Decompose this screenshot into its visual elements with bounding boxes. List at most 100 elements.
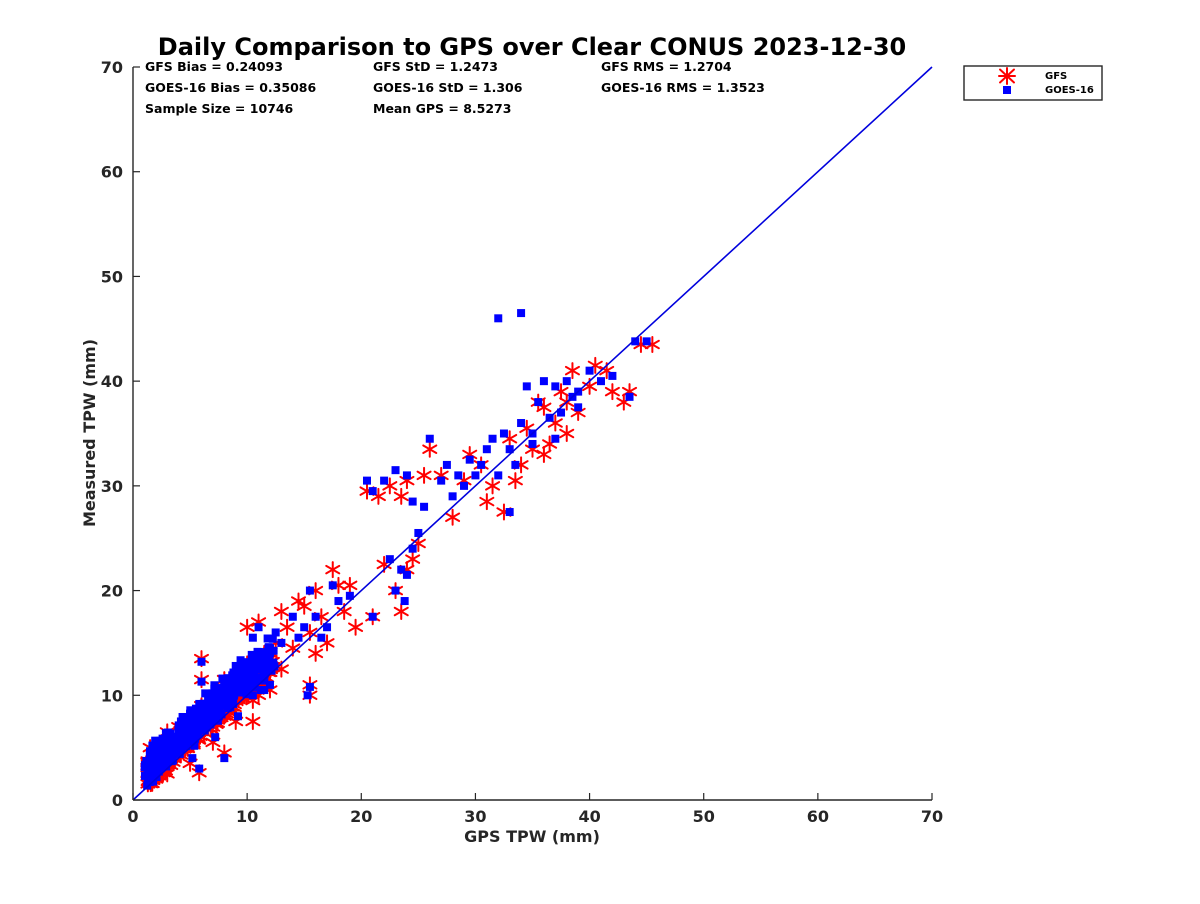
goes-16-point (402, 471, 411, 480)
goes-16-point (190, 727, 199, 736)
goes-16-point (414, 528, 423, 537)
goes-16-point (216, 695, 225, 704)
x-tick-label: 50 (693, 807, 715, 826)
gfs-point (405, 550, 421, 568)
goes-16-point (256, 660, 265, 669)
goes-16-point (173, 741, 182, 750)
goes-16-point (224, 676, 233, 685)
y-tick-label: 30 (101, 477, 123, 496)
goes-16-point (585, 366, 594, 375)
goes-16-point (210, 684, 219, 693)
goes-16-point (239, 661, 248, 670)
goes-16-point (190, 741, 199, 750)
goes-16-point (260, 669, 269, 678)
gfs-point (485, 477, 501, 495)
goes-16-point (385, 555, 394, 564)
goes-16-point (334, 597, 343, 606)
goes-16-point (267, 666, 276, 675)
goes-16-point (266, 649, 275, 658)
goes-16-point (625, 392, 634, 401)
goes-16-point (208, 706, 217, 715)
goes-16-point (425, 434, 434, 443)
goes-16-point (328, 581, 337, 590)
goes-16-point (143, 781, 152, 790)
goes-16-point (534, 398, 543, 407)
goes-16-point (186, 727, 195, 736)
goes-16-point (148, 741, 157, 750)
goes-16-point (210, 691, 219, 700)
goes-16-point (191, 734, 200, 743)
x-axis-label: GPS TPW (mm) (464, 827, 600, 846)
goes-16-point (174, 726, 183, 735)
goes-16-point (197, 717, 206, 726)
legend-marker-gfs (998, 67, 1016, 85)
goes-16-point (181, 729, 190, 738)
goes-16-point (488, 434, 497, 443)
goes-16-point (391, 586, 400, 595)
goes-16-point (226, 691, 235, 700)
goes-16-point (206, 720, 215, 729)
goes-16-point (254, 665, 263, 674)
one-to-one-line (132, 66, 933, 801)
goes-16-point (265, 680, 274, 689)
goes-16-point (154, 766, 163, 775)
gfs-point (239, 618, 255, 636)
goes-16-point (143, 776, 152, 785)
goes-16-point (188, 754, 197, 763)
goes-16-point (471, 471, 480, 480)
goes-16-point (380, 476, 389, 485)
goes-16-point (551, 434, 560, 443)
goes-16-point (257, 654, 266, 663)
x-tick-label: 30 (464, 807, 486, 826)
goes-16-point (190, 707, 199, 716)
gfs-point (245, 712, 261, 730)
goes-16-point (323, 623, 332, 632)
goes-16-point (153, 738, 162, 747)
goes-16-point (408, 497, 417, 506)
goes-16-point (218, 674, 227, 683)
legend: GFS GOES-16 (963, 65, 1103, 101)
gfs-point (445, 508, 461, 526)
goes-16-point (454, 471, 463, 480)
goes-16-point (178, 712, 187, 721)
goes-16-point (200, 726, 209, 735)
gfs-point (308, 644, 324, 662)
goes-16-point (608, 371, 617, 380)
y-tick-label: 70 (101, 58, 123, 77)
goes-16-point (247, 650, 256, 659)
goes-16-point (517, 309, 526, 318)
goes-16-point (195, 699, 204, 708)
goes-16-point (176, 717, 185, 726)
goes-16-point (562, 377, 571, 386)
x-tick-label: 0 (127, 807, 138, 826)
stat-sample-size: Sample Size = 10746 (145, 101, 294, 116)
gfs-point (507, 472, 523, 490)
goes-16-point (517, 419, 526, 428)
goes-16-point (165, 733, 174, 742)
chart-title: Daily Comparison to GPS over Clear CONUS… (158, 33, 906, 61)
goes-16-point (175, 749, 184, 758)
goes-16-point (157, 759, 166, 768)
gfs-point (348, 618, 364, 636)
goes-16-point (539, 377, 548, 386)
goes-16-point (146, 764, 155, 773)
goes-16-point (442, 460, 451, 469)
gfs-point (564, 362, 580, 380)
goes-16-point (277, 638, 286, 647)
stat-goes-std: GOES-16 StD = 1.306 (373, 80, 523, 95)
gfs-point (479, 493, 495, 511)
legend-label-goes-16: GOES-16 (1045, 85, 1094, 96)
goes-16-point (197, 657, 206, 666)
goes-16-point (203, 712, 212, 721)
goes-16-point (250, 682, 259, 691)
x-tick-label: 70 (921, 807, 943, 826)
goes-16-point (268, 634, 277, 643)
goes-16-point (257, 648, 266, 657)
goes-16-point (397, 565, 406, 574)
x-tick-label: 10 (236, 807, 258, 826)
goes-16-point (168, 748, 177, 757)
goes-16-point (391, 466, 400, 475)
goes-16-point (180, 738, 189, 747)
goes-16-point (345, 591, 354, 600)
